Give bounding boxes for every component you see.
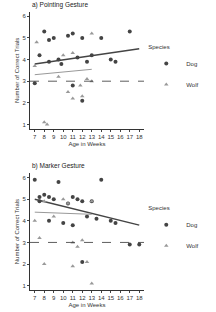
svg-text:Dog: Dog <box>186 61 197 67</box>
svg-text:Number of Correct Trials: Number of Correct Trials <box>14 38 20 103</box>
svg-text:16: 16 <box>117 295 124 301</box>
svg-text:18: 18 <box>136 134 143 140</box>
svg-text:14: 14 <box>98 134 105 140</box>
svg-text:10: 10 <box>60 295 67 301</box>
svg-text:11: 11 <box>70 134 77 140</box>
svg-text:15: 15 <box>107 134 114 140</box>
svg-text:18: 18 <box>136 295 143 301</box>
svg-text:Species: Species <box>148 205 169 211</box>
svg-text:11: 11 <box>70 295 77 301</box>
svg-text:13: 13 <box>88 134 95 140</box>
svg-text:Wolf: Wolf <box>186 82 198 88</box>
svg-text:4: 4 <box>22 218 26 224</box>
svg-text:15: 15 <box>107 295 114 301</box>
svg-text:9: 9 <box>52 295 56 301</box>
svg-text:Age in Weeks: Age in Weeks <box>69 302 106 308</box>
svg-text:Species: Species <box>148 44 169 50</box>
svg-text:17: 17 <box>126 134 133 140</box>
svg-text:10: 10 <box>60 134 67 140</box>
svg-text:Wolf: Wolf <box>186 243 198 249</box>
svg-text:12: 12 <box>79 134 86 140</box>
svg-text:9: 9 <box>52 134 56 140</box>
svg-text:13: 13 <box>88 295 95 301</box>
svg-text:6: 6 <box>22 175 26 181</box>
svg-text:1: 1 <box>22 283 26 289</box>
svg-text:5: 5 <box>22 35 26 41</box>
svg-text:12: 12 <box>79 295 86 301</box>
svg-text:7: 7 <box>33 134 37 140</box>
svg-text:2: 2 <box>22 261 26 267</box>
svg-text:Number of Correct Trials: Number of Correct Trials <box>14 199 20 264</box>
svg-text:17: 17 <box>126 295 133 301</box>
svg-text:16: 16 <box>117 134 124 140</box>
svg-text:4: 4 <box>22 57 26 63</box>
svg-text:3: 3 <box>22 78 26 84</box>
svg-text:8: 8 <box>43 134 47 140</box>
svg-text:6: 6 <box>22 13 26 19</box>
svg-text:5: 5 <box>22 196 26 202</box>
svg-text:8: 8 <box>43 295 47 301</box>
svg-text:1: 1 <box>22 122 26 128</box>
svg-text:Age in Weeks: Age in Weeks <box>69 141 106 147</box>
svg-text:3: 3 <box>22 240 26 246</box>
svg-text:b) Marker Gesture: b) Marker Gesture <box>32 162 85 170</box>
svg-text:7: 7 <box>33 295 37 301</box>
svg-text:a) Pointing Gesture: a) Pointing Gesture <box>32 1 88 9</box>
svg-text:14: 14 <box>98 295 105 301</box>
svg-text:Dog: Dog <box>186 222 197 228</box>
svg-text:2: 2 <box>22 100 26 106</box>
